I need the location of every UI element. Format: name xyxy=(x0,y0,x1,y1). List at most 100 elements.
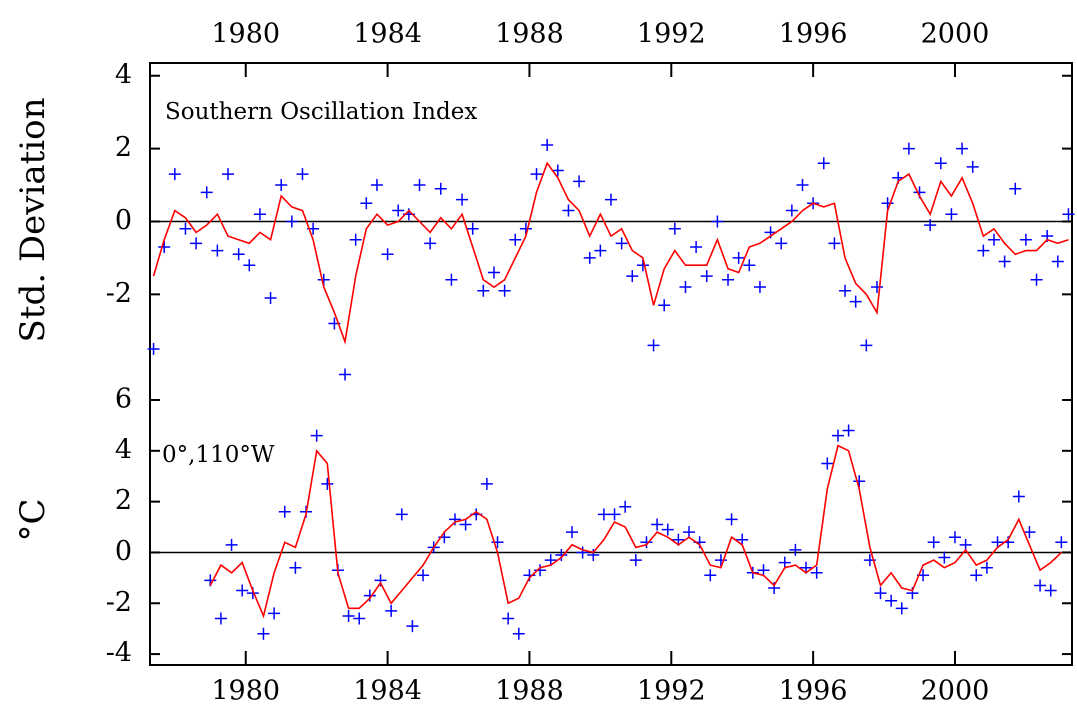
scatter-point xyxy=(902,142,915,155)
scatter-point xyxy=(1051,255,1064,268)
x-tick-label: 1984 xyxy=(353,19,422,50)
scatter-point xyxy=(253,208,266,221)
scatter-point xyxy=(466,222,479,235)
scatter-point xyxy=(289,561,302,574)
scatter-point xyxy=(842,424,855,437)
scatter-point xyxy=(275,179,288,192)
scatter-point xyxy=(743,259,756,272)
scatter-point xyxy=(796,179,809,192)
scatter-point xyxy=(321,477,334,490)
scatter-point xyxy=(853,475,866,488)
x-tick-label: 1988 xyxy=(495,19,564,50)
scatter-point xyxy=(278,505,291,518)
x-tick-label: 1996 xyxy=(779,676,848,707)
scatter-point xyxy=(895,602,908,615)
y-tick-label: 4 xyxy=(115,434,132,465)
scatter-point xyxy=(360,197,373,210)
scatter-point xyxy=(381,248,394,261)
y-tick-label: -4 xyxy=(106,638,132,669)
scatter-point xyxy=(583,251,596,264)
scatter-point xyxy=(810,566,823,579)
scatter-point xyxy=(970,569,983,582)
scatter-point xyxy=(392,204,405,217)
scatter-point xyxy=(1034,579,1047,592)
scatter-point xyxy=(775,237,788,250)
scatter-point xyxy=(459,518,472,531)
scatter-point xyxy=(817,157,830,170)
scatter-point xyxy=(714,554,727,567)
scatter-point xyxy=(672,533,685,546)
x-tick-label: 2000 xyxy=(921,19,990,50)
frame xyxy=(149,62,1073,666)
scatter-point xyxy=(651,518,664,531)
scatter-point xyxy=(722,273,735,286)
scatter-point xyxy=(1009,182,1022,195)
scatter-point xyxy=(534,564,547,577)
scatter-point xyxy=(190,237,203,250)
scatter-point xyxy=(736,533,749,546)
scatter-point xyxy=(236,584,249,597)
scatter-point xyxy=(541,138,554,151)
scatter-point xyxy=(509,233,522,246)
y-axis-title: °C xyxy=(13,498,53,541)
scatter-point xyxy=(658,299,671,312)
scatter-point xyxy=(1023,526,1036,539)
scatter-point xyxy=(757,564,770,577)
scatter-point xyxy=(512,627,525,640)
x-tick-label: 1992 xyxy=(637,676,706,707)
scatter-point xyxy=(158,240,171,253)
scatter-point xyxy=(927,536,940,549)
scatter-point xyxy=(530,168,543,181)
scatter-point xyxy=(885,594,898,607)
scatter-point xyxy=(268,607,281,620)
scatter-point xyxy=(310,429,323,442)
scatter-point xyxy=(956,142,969,155)
scatter-point xyxy=(200,186,213,199)
scatter-point xyxy=(544,554,557,567)
scatter-point xyxy=(1044,584,1057,597)
x-tick-label: 1996 xyxy=(779,19,848,50)
scatter-point xyxy=(700,270,713,283)
scatter-point xyxy=(232,248,245,261)
scatter-point xyxy=(477,284,490,297)
scatter-point xyxy=(753,281,766,294)
scatter-point xyxy=(977,244,990,257)
scatter-point xyxy=(413,179,426,192)
y-tick-label: 6 xyxy=(115,384,132,415)
annotation: 0°,110°W xyxy=(162,442,275,468)
scatter-point xyxy=(342,609,355,622)
scatter-point xyxy=(225,538,238,551)
scatter-point xyxy=(934,157,947,170)
scatter-point xyxy=(565,526,578,539)
scatter-point xyxy=(668,222,681,235)
x-tick-label: 1980 xyxy=(211,19,280,50)
scatter-point xyxy=(991,536,1004,549)
scatter-point xyxy=(498,284,511,297)
scatter-point xyxy=(555,548,568,561)
scatter-point xyxy=(647,339,660,352)
scatter-point xyxy=(551,164,564,177)
scatter-point xyxy=(395,508,408,521)
scatter-point xyxy=(987,233,1000,246)
scatter-point xyxy=(363,589,376,602)
smoothed-line xyxy=(209,444,1062,619)
scatter-point xyxy=(998,255,1011,268)
x-tick-label: 1992 xyxy=(637,19,706,50)
scatter-point xyxy=(828,237,841,250)
scatter-point xyxy=(1030,273,1043,286)
y-axis-title: Std. Deviation xyxy=(13,98,53,343)
scatter-point xyxy=(640,536,653,549)
scatter-point xyxy=(839,284,852,297)
scatter-point xyxy=(385,604,398,617)
scatter-point xyxy=(732,251,745,264)
scatter-point xyxy=(243,259,256,272)
x-tick-label: 2000 xyxy=(921,676,990,707)
scatter-point xyxy=(1062,208,1075,221)
scatter-point xyxy=(785,204,798,217)
scatter-point xyxy=(168,168,181,181)
scatter-point xyxy=(945,208,958,221)
scatter-point xyxy=(626,270,639,283)
scatter-point xyxy=(711,215,724,228)
scatter-point xyxy=(1055,536,1068,549)
